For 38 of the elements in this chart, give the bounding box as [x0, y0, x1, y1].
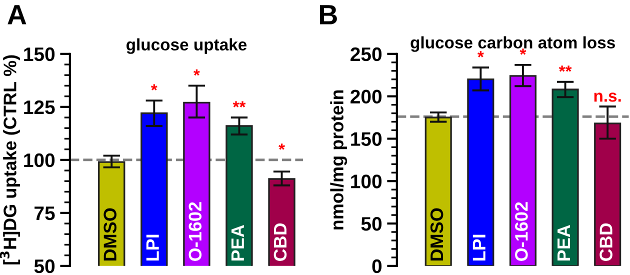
annotation: *	[150, 84, 158, 90]
annotation: *	[278, 144, 285, 150]
y-tick-label: 0	[372, 259, 382, 274]
chart-title: glucose uptake	[126, 38, 247, 54]
x-tick-label: O-1602	[188, 202, 202, 261]
bar	[509, 75, 536, 266]
y-tick-label: 100	[24, 153, 55, 168]
y-axis-title: [$^{3}$H]DG uptake (CTRL %)	[0, 55, 20, 264]
x-tick-label: O-1602	[515, 202, 528, 261]
x-tick-label: DMSO	[430, 208, 444, 260]
annotation: **	[232, 101, 246, 108]
bar	[424, 116, 452, 266]
x-tick-label: PEA	[558, 225, 570, 260]
annotation: *	[193, 69, 200, 76]
x-tick-label: LPI	[472, 234, 486, 260]
y-axis-title: nmol/mg protein	[330, 90, 348, 230]
text: B	[320, 5, 337, 24]
x-tick-label: PEA	[231, 225, 244, 260]
y-tick-label: 125	[24, 100, 55, 114]
y-tick-label: 50	[361, 216, 382, 231]
x-tick-label: CBD	[600, 223, 612, 261]
annotation: **	[558, 66, 572, 72]
annotation: n.s.	[594, 92, 621, 102]
bar	[552, 88, 579, 266]
y-tick-label: 250	[350, 47, 382, 62]
y-tick-label: 100	[351, 174, 382, 188]
annotation: *	[477, 51, 484, 58]
bar	[594, 122, 622, 266]
y-tick-label: 200	[350, 90, 382, 104]
y-tick-label: 50	[34, 259, 55, 274]
x-tick-label: CBD	[274, 223, 287, 261]
bar	[467, 78, 494, 266]
y-tick-label: 150	[24, 47, 55, 62]
x-tick-label: DMSO	[104, 208, 116, 260]
text: A	[8, 5, 26, 24]
x-tick-label: LPI	[146, 234, 159, 260]
y-tick-label: 75	[34, 206, 55, 220]
y-tick-label: 150	[351, 132, 382, 146]
